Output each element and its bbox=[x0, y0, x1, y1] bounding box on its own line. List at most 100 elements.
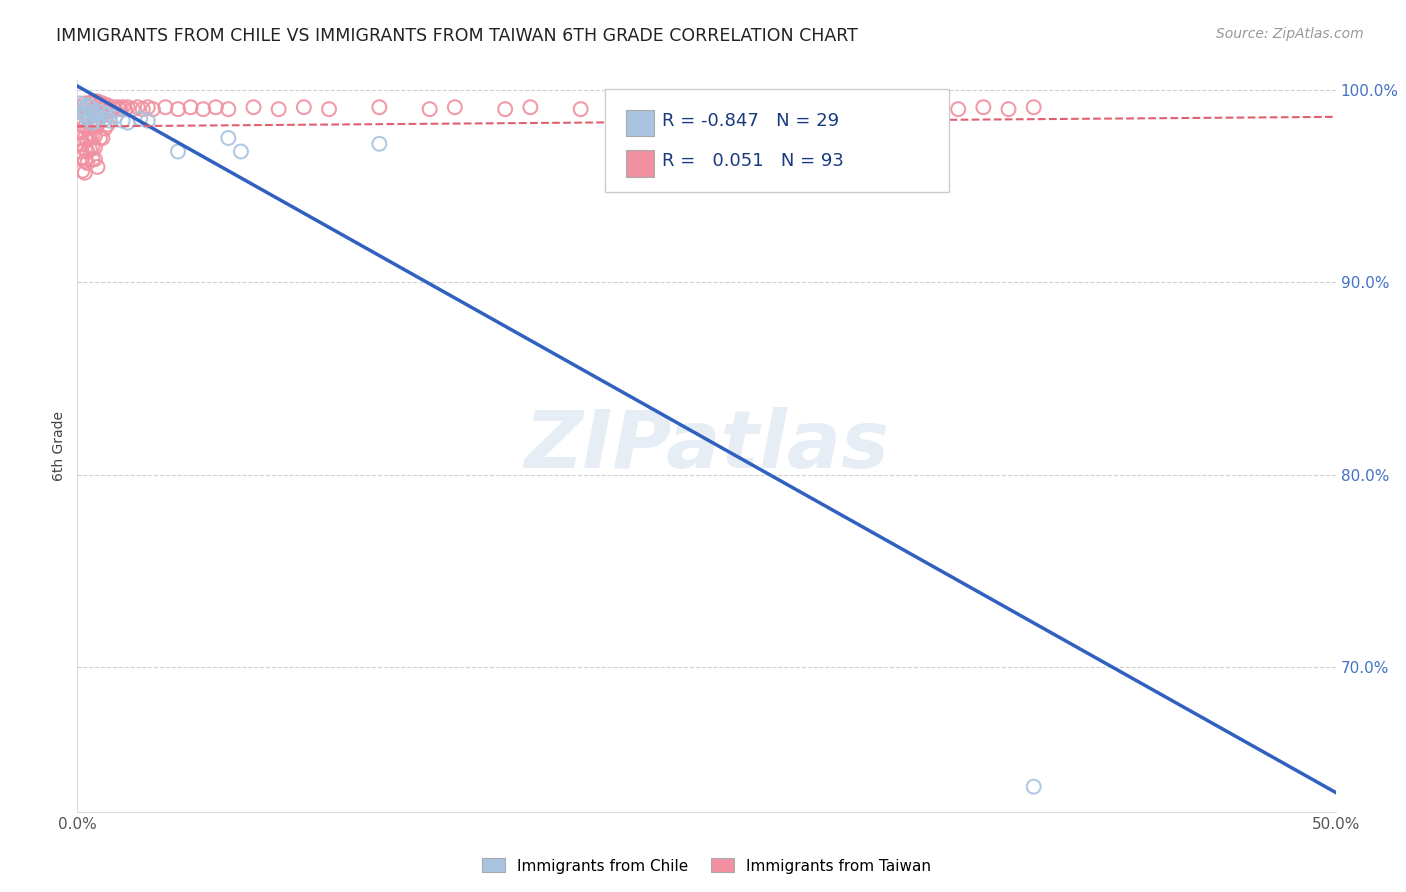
Point bbox=[108, 102, 131, 116]
Point bbox=[419, 102, 441, 116]
Text: Source: ZipAtlas.com: Source: ZipAtlas.com bbox=[1216, 27, 1364, 41]
Point bbox=[84, 129, 107, 144]
Point bbox=[671, 102, 693, 116]
Text: R =   0.051   N = 93: R = 0.051 N = 93 bbox=[662, 152, 844, 169]
Point bbox=[72, 136, 94, 151]
Point bbox=[96, 108, 118, 122]
Point bbox=[84, 152, 107, 166]
Point bbox=[204, 100, 226, 114]
Y-axis label: 6th Grade: 6th Grade bbox=[52, 411, 66, 481]
Point bbox=[82, 129, 104, 144]
Point bbox=[127, 100, 149, 114]
Point bbox=[73, 108, 96, 122]
Point bbox=[76, 156, 98, 170]
Point bbox=[91, 96, 114, 111]
Point bbox=[292, 100, 315, 114]
Point bbox=[136, 100, 159, 114]
Point bbox=[72, 100, 94, 114]
Point bbox=[796, 100, 818, 114]
Point bbox=[569, 102, 592, 116]
Point bbox=[76, 112, 98, 126]
Point bbox=[79, 96, 101, 111]
Point bbox=[89, 110, 111, 124]
Point bbox=[82, 152, 104, 166]
Point bbox=[72, 163, 94, 178]
Point bbox=[242, 100, 264, 114]
Point bbox=[217, 131, 239, 145]
Point bbox=[89, 131, 111, 145]
Point bbox=[84, 95, 107, 109]
Point bbox=[84, 106, 107, 120]
Point bbox=[846, 102, 869, 116]
Point bbox=[191, 102, 215, 116]
Point bbox=[79, 110, 101, 124]
Point bbox=[94, 121, 117, 136]
Point bbox=[82, 106, 104, 120]
Point bbox=[76, 145, 98, 159]
Text: IMMIGRANTS FROM CHILE VS IMMIGRANTS FROM TAIWAN 6TH GRADE CORRELATION CHART: IMMIGRANTS FROM CHILE VS IMMIGRANTS FROM… bbox=[56, 27, 858, 45]
Point bbox=[86, 104, 108, 119]
Point bbox=[69, 131, 91, 145]
Point bbox=[1022, 100, 1045, 114]
Point bbox=[96, 98, 118, 112]
Point bbox=[82, 141, 104, 155]
Point bbox=[86, 160, 108, 174]
Point bbox=[79, 100, 101, 114]
Point bbox=[73, 154, 96, 169]
Point bbox=[73, 108, 96, 122]
Point bbox=[104, 102, 127, 116]
Point bbox=[72, 112, 94, 126]
Point bbox=[76, 98, 98, 112]
Point bbox=[167, 102, 190, 116]
Point bbox=[82, 106, 104, 120]
Point bbox=[72, 106, 94, 120]
Point bbox=[72, 100, 94, 114]
Point bbox=[129, 112, 152, 126]
Point bbox=[73, 166, 96, 180]
Point bbox=[76, 110, 98, 124]
Point bbox=[111, 113, 134, 128]
Point bbox=[368, 100, 391, 114]
Point bbox=[73, 96, 96, 111]
Point bbox=[91, 106, 114, 120]
Point bbox=[111, 100, 134, 114]
Point bbox=[101, 100, 124, 114]
Point bbox=[745, 102, 768, 116]
Point bbox=[84, 118, 107, 132]
Point bbox=[972, 100, 994, 114]
Point bbox=[72, 125, 94, 139]
Point bbox=[86, 95, 108, 109]
Legend: Immigrants from Chile, Immigrants from Taiwan: Immigrants from Chile, Immigrants from T… bbox=[482, 858, 931, 873]
Point bbox=[91, 108, 114, 122]
Point bbox=[136, 113, 159, 128]
Point bbox=[121, 102, 143, 116]
Point bbox=[155, 100, 177, 114]
Point bbox=[91, 131, 114, 145]
Point bbox=[217, 102, 239, 116]
Point bbox=[229, 145, 252, 159]
Point bbox=[76, 98, 98, 112]
Point bbox=[114, 102, 136, 116]
Point bbox=[73, 120, 96, 134]
Point bbox=[997, 102, 1019, 116]
Point bbox=[69, 96, 91, 111]
Point bbox=[73, 143, 96, 157]
Point bbox=[82, 118, 104, 132]
Point bbox=[94, 112, 117, 126]
Point bbox=[72, 150, 94, 164]
Point bbox=[69, 118, 91, 132]
Point bbox=[180, 100, 202, 114]
Point bbox=[117, 100, 139, 114]
Point bbox=[132, 102, 155, 116]
Point bbox=[519, 100, 541, 114]
Point bbox=[104, 110, 127, 124]
Text: R = -0.847   N = 29: R = -0.847 N = 29 bbox=[662, 112, 839, 129]
Point bbox=[89, 96, 111, 111]
Point bbox=[696, 100, 718, 114]
Point bbox=[73, 102, 96, 116]
Point bbox=[94, 98, 117, 112]
Point bbox=[620, 100, 643, 114]
Point bbox=[82, 95, 104, 109]
Point bbox=[69, 145, 91, 159]
Point bbox=[318, 102, 340, 116]
